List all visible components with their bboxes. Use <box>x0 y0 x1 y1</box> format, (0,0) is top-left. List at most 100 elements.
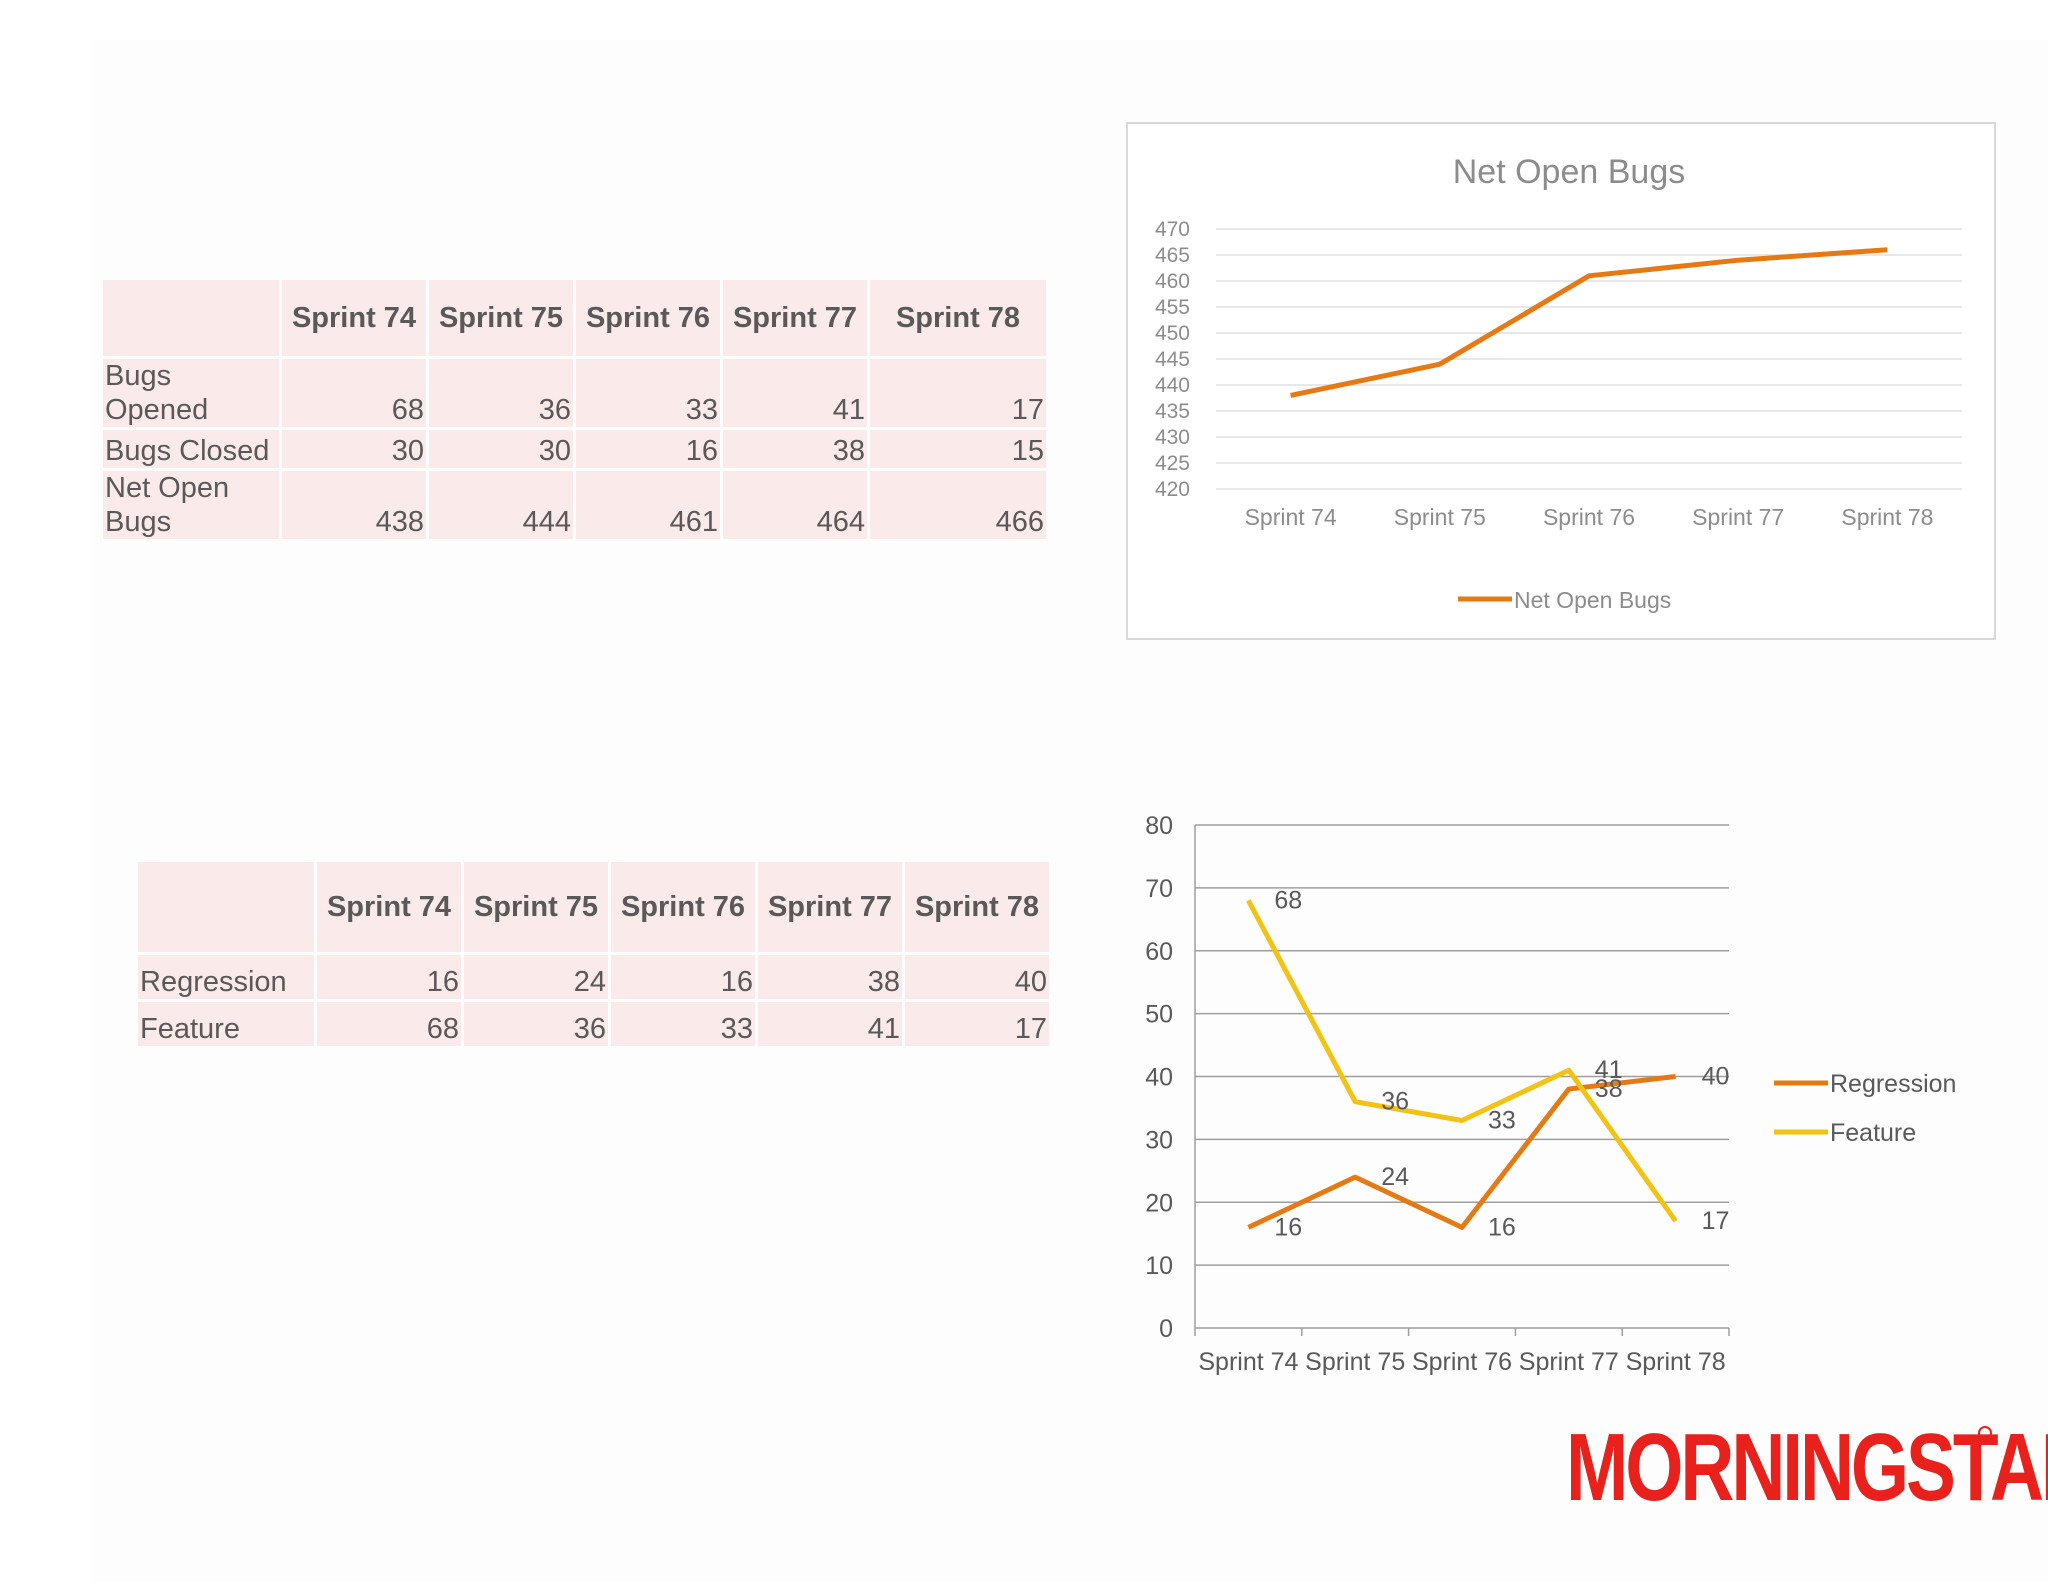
y-tick-label: 425 <box>1155 452 1190 475</box>
series-line-regression <box>1247 1074 1676 1230</box>
y-tick-label: 40 <box>1145 1064 1173 1092</box>
table-cell: 444 <box>429 471 573 539</box>
series-line-feature <box>1246 899 1678 1223</box>
y-tick-label: 465 <box>1155 244 1190 267</box>
table-cell: 461 <box>576 471 720 539</box>
x-tick-label: Sprint 75 <box>1394 504 1486 530</box>
table-row: Net Open Bugs 438 444 461 464 466 <box>103 471 1046 539</box>
y-tick-label: 455 <box>1155 296 1190 319</box>
table-cell: 15 <box>870 430 1046 468</box>
data-label: 16 <box>1274 1213 1302 1241</box>
y-tick-label: 50 <box>1145 1001 1173 1029</box>
data-label: 33 <box>1488 1107 1516 1135</box>
table-header-cell: Sprint 75 <box>429 280 573 356</box>
registered-icon <box>1978 1426 1992 1440</box>
table-header-cell: Sprint 76 <box>611 862 755 952</box>
y-tick-label: 70 <box>1145 875 1173 903</box>
morningstar-logo: MORNINGSTAR <box>1566 1414 2048 1521</box>
table-row: Regression 16 24 16 38 40 <box>138 955 1049 999</box>
legend-label: Feature <box>1830 1119 1916 1147</box>
table-cell: 40 <box>905 955 1049 999</box>
row-label: Feature <box>138 1002 314 1046</box>
table-cell: 41 <box>758 1002 902 1046</box>
data-label: 17 <box>1702 1207 1730 1235</box>
table-cell: 36 <box>464 1002 608 1046</box>
x-tick-label: Sprint 76 <box>1543 504 1635 530</box>
table-header-cell: Sprint 74 <box>317 862 461 952</box>
x-tick-label: Sprint 78 <box>1841 504 1933 530</box>
y-tick-label: 470 <box>1155 218 1190 241</box>
y-tick-label: 435 <box>1155 400 1190 423</box>
table-header-cell: Sprint 78 <box>870 280 1046 356</box>
data-label: 38 <box>1595 1075 1623 1103</box>
table-cell: 38 <box>723 430 867 468</box>
legend-label: Regression <box>1830 1070 1956 1098</box>
table-cell: 16 <box>317 955 461 999</box>
table-cell: 438 <box>282 471 426 539</box>
data-label: 68 <box>1274 886 1302 914</box>
legend-label: Net Open Bugs <box>1514 587 1671 613</box>
table-row: Feature 68 36 33 41 17 <box>138 1002 1049 1046</box>
table-header-cell: Sprint 76 <box>576 280 720 356</box>
table-cell: 466 <box>870 471 1046 539</box>
table-cell: 36 <box>429 359 573 427</box>
table-header-cell: Sprint 75 <box>464 862 608 952</box>
y-tick-label: 20 <box>1145 1189 1173 1217</box>
table-cell: 464 <box>723 471 867 539</box>
y-tick-label: 450 <box>1155 322 1190 345</box>
table-cell: 38 <box>758 955 902 999</box>
table-header-cell: Sprint 74 <box>282 280 426 356</box>
bug-type-table: Sprint 74 Sprint 75 Sprint 76 Sprint 77 … <box>135 859 1052 1049</box>
table-row: Bugs Opened 68 36 33 41 17 <box>103 359 1046 427</box>
row-label: Bugs Closed <box>103 430 279 468</box>
table-header-cell <box>138 862 314 952</box>
y-tick-label: 80 <box>1145 812 1173 840</box>
data-label: 24 <box>1381 1163 1409 1191</box>
table-cell: 68 <box>282 359 426 427</box>
table-header-cell <box>103 280 279 356</box>
row-label: Regression <box>138 955 314 999</box>
table-row: Bugs Closed 30 30 16 38 15 <box>103 430 1046 468</box>
table-header-cell: Sprint 78 <box>905 862 1049 952</box>
x-tick-label: Sprint 74 <box>1245 504 1337 530</box>
table-cell: 16 <box>611 955 755 999</box>
y-tick-label: 30 <box>1145 1126 1173 1154</box>
table-cell: 16 <box>576 430 720 468</box>
x-tick-label: Sprint 76 <box>1412 1348 1512 1376</box>
table-cell: 68 <box>317 1002 461 1046</box>
net-open-bugs-chart: Net Open Bugs 420 425 430 435 440 445 450 455 460… <box>1155 153 1962 613</box>
y-tick-label: 0 <box>1159 1315 1173 1343</box>
net-open-bugs-chart-frame <box>1126 122 1996 640</box>
y-tick-label: 445 <box>1155 348 1190 371</box>
row-label: Net Open Bugs <box>103 471 279 539</box>
data-label: 16 <box>1488 1213 1516 1241</box>
series-line-net-open-bugs <box>1290 247 1888 398</box>
y-tick-label: 440 <box>1155 374 1190 397</box>
x-tick-label: Sprint 77 <box>1692 504 1784 530</box>
x-tick-label: Sprint 78 <box>1626 1348 1726 1376</box>
bugs-summary-table: Sprint 74 Sprint 75 Sprint 76 Sprint 77 … <box>100 277 1049 542</box>
table-header-cell: Sprint 77 <box>758 862 902 952</box>
data-label: 36 <box>1381 1088 1409 1116</box>
data-label: 41 <box>1595 1056 1623 1084</box>
table-cell: 33 <box>576 359 720 427</box>
y-tick-label: 430 <box>1155 426 1190 449</box>
row-label: Bugs Opened <box>103 359 279 427</box>
table-cell: 30 <box>429 430 573 468</box>
table-cell: 24 <box>464 955 608 999</box>
table-cell: 30 <box>282 430 426 468</box>
y-tick-label: 60 <box>1145 938 1173 966</box>
y-tick-label: 10 <box>1145 1252 1173 1280</box>
table-cell: 17 <box>870 359 1046 427</box>
table-header-row: Sprint 74 Sprint 75 Sprint 76 Sprint 77 … <box>138 862 1049 952</box>
y-tick-label: 460 <box>1155 270 1190 293</box>
data-label: 40 <box>1702 1063 1730 1091</box>
x-tick-label: Sprint 77 <box>1519 1348 1619 1376</box>
x-tick-label: Sprint 74 <box>1198 1348 1298 1376</box>
chart-title: Net Open Bugs <box>1453 153 1685 191</box>
x-tick-label: Sprint 75 <box>1305 1348 1405 1376</box>
table-cell: 41 <box>723 359 867 427</box>
table-cell: 33 <box>611 1002 755 1046</box>
